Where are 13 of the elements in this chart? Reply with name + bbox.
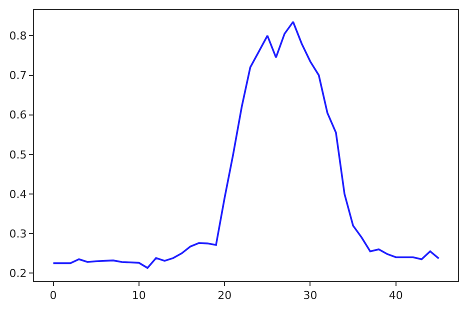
y-tick-label: 0.3 xyxy=(9,227,27,240)
y-tick-label: 0.5 xyxy=(9,148,27,162)
x-tick-label: 10 xyxy=(132,289,146,302)
y-tick-label: 0.4 xyxy=(9,188,27,201)
x-tick-label: 30 xyxy=(303,289,318,302)
y-tick-label: 0.6 xyxy=(9,108,27,122)
x-tick-label: 40 xyxy=(388,289,403,302)
y-tick-label: 0.2 xyxy=(9,266,27,280)
x-tick-label: 20 xyxy=(218,289,232,302)
y-tick-label: 0.8 xyxy=(9,30,27,43)
line-series xyxy=(52,20,440,269)
x-tick-label: 0 xyxy=(50,289,57,302)
y-tick-label: 0.7 xyxy=(9,69,27,82)
